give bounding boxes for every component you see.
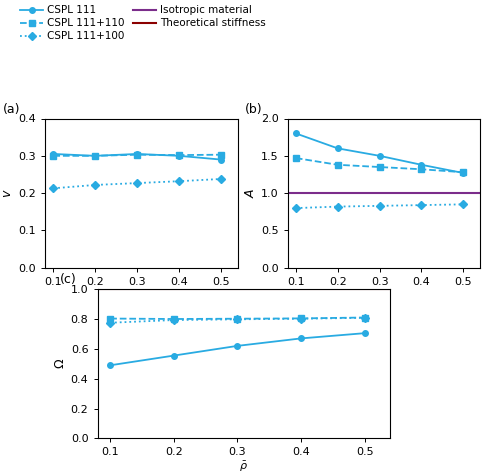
Text: (a): (a)	[2, 102, 20, 116]
Y-axis label: $A$: $A$	[244, 188, 256, 198]
X-axis label: $\bar{\rho}$: $\bar{\rho}$	[137, 290, 145, 304]
Y-axis label: $\Omega$: $\Omega$	[54, 358, 66, 369]
X-axis label: $\bar{\rho}$: $\bar{\rho}$	[240, 460, 248, 474]
X-axis label: $\bar{\rho}$: $\bar{\rho}$	[380, 290, 388, 304]
Legend: CSPL 111, CSPL 111+110, CSPL 111+100, Isotropic material, Theoretical stiffness: CSPL 111, CSPL 111+110, CSPL 111+100, Is…	[20, 5, 266, 41]
Text: (b): (b)	[245, 102, 263, 116]
Text: (c): (c)	[60, 273, 76, 286]
Y-axis label: $v$: $v$	[1, 188, 14, 198]
